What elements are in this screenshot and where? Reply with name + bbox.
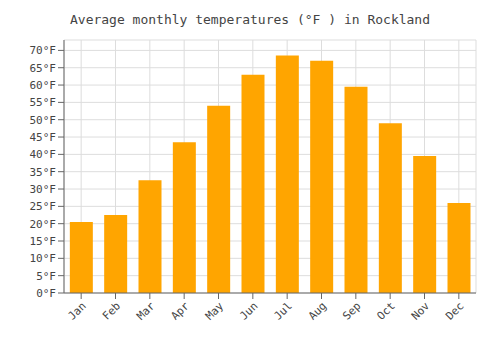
svg-text:20°F: 20°F — [30, 218, 57, 231]
svg-text:55°F: 55°F — [30, 96, 57, 109]
svg-text:5°F: 5°F — [36, 270, 56, 283]
svg-text:Jun: Jun — [237, 299, 260, 322]
svg-text:45°F: 45°F — [30, 131, 57, 144]
svg-text:35°F: 35°F — [30, 166, 57, 179]
svg-text:May: May — [203, 299, 227, 323]
svg-text:60°F: 60°F — [30, 79, 57, 92]
html-text:Average monthly temperatures (: Average monthly temperatures (°F ) in Ro… — [70, 12, 430, 27]
svg-text:Apr: Apr — [169, 299, 193, 323]
svg-text:Dec: Dec — [443, 299, 466, 322]
svg-text:Oct: Oct — [375, 299, 398, 322]
svg-text:50°F: 50°F — [30, 114, 57, 127]
svg-text:15°F: 15°F — [30, 235, 57, 248]
svg-text:Mar: Mar — [134, 299, 158, 323]
svg-text:30°F: 30°F — [30, 183, 57, 196]
svg-text:Jan: Jan — [66, 299, 89, 322]
svg-text:70°F: 70°F — [30, 44, 57, 57]
svg-text:Sep: Sep — [340, 299, 363, 322]
svg-text:Jul: Jul — [272, 299, 295, 322]
svg-text:Feb: Feb — [100, 299, 123, 322]
svg-text:Nov: Nov — [409, 299, 433, 323]
svg-text:25°F: 25°F — [30, 200, 57, 213]
svg-text:10°F: 10°F — [30, 252, 57, 265]
svg-text:0°F: 0°F — [36, 287, 56, 300]
svg-text:Aug: Aug — [306, 299, 329, 322]
svg-text:40°F: 40°F — [30, 148, 57, 161]
svg-text:65°F: 65°F — [30, 62, 57, 75]
